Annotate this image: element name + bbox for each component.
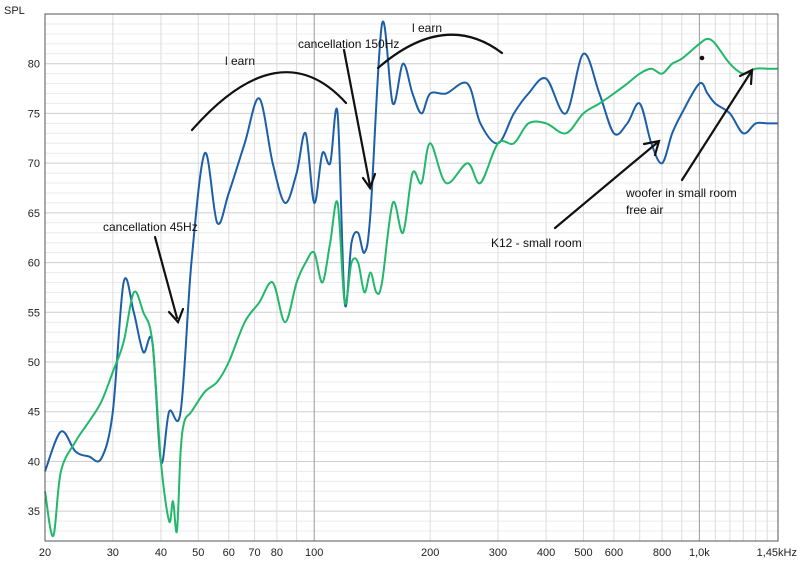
arrow-150hz-line — [342, 48, 372, 188]
x-tick-label: 1,45kHz — [757, 547, 797, 559]
y-tick-label: 70 — [28, 158, 40, 170]
y-tick-labels: 35 40 45 50 55 60 65 70 75 80 — [28, 59, 40, 518]
arrow-k12-line — [553, 140, 660, 230]
series-line-blue — [44, 20, 778, 472]
x-tick-label: 60 — [223, 547, 235, 559]
x-tick-label: 100 — [305, 547, 323, 559]
arrow-woofer-head — [738, 68, 754, 86]
x-tick-label: 200 — [421, 547, 439, 559]
x-tick-label: 400 — [537, 547, 555, 559]
arc-right — [376, 33, 504, 70]
x-tick-label: 70 — [248, 547, 260, 559]
x-tick-label: 600 — [605, 547, 623, 559]
series-line-green — [44, 37, 778, 538]
dot-mark — [699, 55, 705, 61]
arrow-woofer-line — [680, 70, 753, 182]
annotation-marks — [153, 33, 754, 325]
x-tick-label: 300 — [489, 547, 507, 559]
arrow-150hz-head — [361, 172, 377, 191]
y-tick-label: 35 — [28, 506, 40, 518]
y-tick-label: 80 — [28, 59, 40, 71]
x-tick-label: 500 — [574, 547, 592, 559]
x-tick-labels: 20 30 40 50 60 70 80 100 200 300 400 500 600 800 1,0k 1… — [39, 547, 797, 559]
y-tick-label: 65 — [28, 208, 40, 220]
plot-frame — [44, 13, 779, 542]
x-tick-label: 20 — [39, 547, 51, 559]
annotation-learn-right: l earn — [412, 21, 442, 35]
annotation-woofer-small-room: woofer in small room — [625, 186, 737, 200]
grid — [44, 13, 778, 542]
annotation-texts: cancellation 45Hz l earn cancellation 15… — [103, 21, 737, 250]
annotation-free-air: free air — [626, 203, 663, 217]
arrow-45hz-head — [167, 307, 185, 325]
y-tick-label: 50 — [28, 357, 40, 369]
x-tick-label: 40 — [155, 547, 167, 559]
x-tick-label: 1,0k — [689, 547, 710, 559]
y-axis-label: SPL — [4, 5, 25, 17]
x-tick-label: 30 — [107, 547, 119, 559]
x-tick-label: 80 — [271, 547, 283, 559]
arrow-45hz-line — [153, 235, 179, 320]
annotation-learn-left: l earn — [225, 54, 255, 68]
y-tick-label: 45 — [28, 407, 40, 419]
arc-left — [190, 71, 348, 132]
arrow-k12-head — [642, 139, 661, 157]
series-lines — [44, 20, 778, 538]
y-tick-label: 75 — [28, 108, 40, 120]
y-tick-label: 55 — [28, 307, 40, 319]
y-tick-label: 60 — [28, 258, 40, 270]
annotation-cancellation-45: cancellation 45Hz — [103, 220, 198, 234]
x-tick-label: 50 — [192, 547, 204, 559]
x-tick-label: 800 — [653, 547, 671, 559]
y-tick-label: 40 — [28, 456, 40, 468]
annotation-cancellation-150: cancellation 150Hz — [298, 37, 399, 51]
annotation-k12-small-room: K12 - small room — [491, 236, 582, 250]
